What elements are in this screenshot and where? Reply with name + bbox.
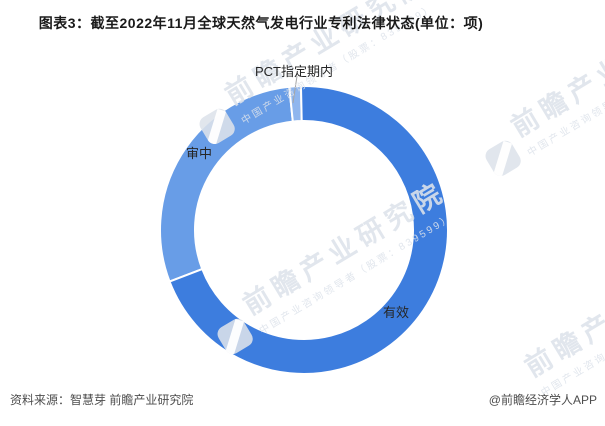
pct-leader-line <box>292 75 298 104</box>
slice-label-pending: 审中 <box>186 146 213 161</box>
data-source-text: 资料来源：智慧芽 前瞻产业研究院 <box>10 393 194 407</box>
donut-slice-1[interactable] <box>159 85 294 283</box>
credit-text: @前瞻经济学人APP <box>488 393 597 407</box>
chart-title: 图表3：截至2022年11月全球天然气发电行业专利法律状态(单位：项) <box>38 15 484 31</box>
slice-label-pct: PCT指定期内 <box>255 64 334 79</box>
slice-label-valid: 有效 <box>383 305 410 320</box>
donut-slice-3[interactable] <box>168 85 449 375</box>
